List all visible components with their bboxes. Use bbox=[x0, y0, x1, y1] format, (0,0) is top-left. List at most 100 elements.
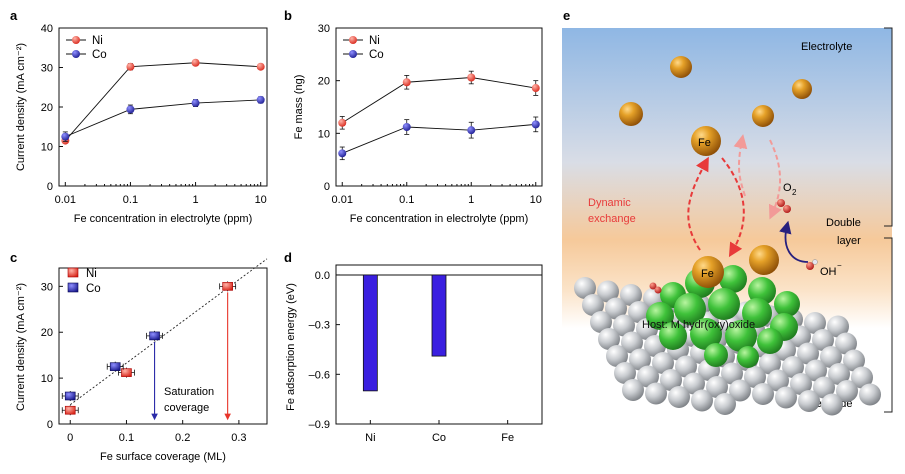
data-point-ni bbox=[338, 118, 347, 127]
chart-c-annotation-line2: coverage bbox=[164, 402, 209, 414]
y-tick-label: –0.9 bbox=[309, 419, 330, 431]
chart-c-y-ticks: 0 10 20 30 bbox=[41, 281, 63, 431]
electrode-atom bbox=[605, 297, 627, 320]
electrode-atom bbox=[752, 383, 774, 405]
y-tick-label: 20 bbox=[41, 102, 53, 114]
exchange-label: exchange bbox=[588, 213, 636, 225]
series-line-co bbox=[342, 123, 536, 154]
panel-label-c: c bbox=[10, 250, 17, 265]
chart-a-series bbox=[61, 58, 265, 145]
data-point-ni bbox=[531, 84, 540, 93]
chart-a: 0 10 20 30 40 0.01 0.1 1 10 Fe concentration in… bbox=[15, 23, 268, 225]
oh-superscript: − bbox=[837, 261, 842, 270]
series-line-ni bbox=[64, 62, 261, 141]
bar-co bbox=[431, 274, 447, 357]
electrode-atom bbox=[797, 342, 819, 365]
y-tick-label: 10 bbox=[318, 128, 330, 140]
electrode-atom bbox=[827, 315, 849, 338]
chart-b-frame bbox=[335, 27, 543, 187]
x-tick-label: 0.01 bbox=[332, 194, 353, 206]
electrode-atom bbox=[675, 355, 697, 378]
electrode-atom bbox=[812, 329, 834, 351]
electrode-atom bbox=[629, 348, 651, 371]
y-tick-label: –0.3 bbox=[309, 320, 330, 332]
electrode-atom bbox=[620, 284, 642, 306]
x-tick-label: 0.1 bbox=[399, 194, 414, 206]
x-tick-label: 1 bbox=[468, 194, 474, 206]
chart-a-ylabel: Current density (mA cm⁻²) bbox=[15, 43, 27, 171]
chart-c-fit-line bbox=[69, 258, 268, 406]
electrode-atom bbox=[744, 366, 766, 388]
legend-ni-marker bbox=[349, 36, 357, 44]
data-point-co bbox=[64, 391, 76, 401]
data-point-co bbox=[256, 95, 265, 104]
electrode-atom bbox=[683, 372, 705, 395]
x-tick-label: Ni bbox=[365, 432, 375, 444]
electrode-atom bbox=[804, 312, 826, 334]
data-point-ni bbox=[191, 58, 200, 67]
electrode-atom bbox=[574, 277, 596, 299]
electrode-atom bbox=[859, 383, 881, 406]
chart-c-legend-co: Co bbox=[86, 283, 101, 295]
fe-ion-label: Fe bbox=[698, 137, 711, 149]
hydroxide-o-atom bbox=[806, 262, 814, 270]
electrode-atom bbox=[606, 345, 628, 367]
exchange-arrow-up bbox=[687, 156, 709, 251]
chart-a-x-ticks: 0.01 0.1 1 10 bbox=[55, 182, 267, 206]
electrode-atom bbox=[775, 386, 797, 409]
y-tick-label: 10 bbox=[41, 373, 53, 385]
electrolyte-label: Electrolyte bbox=[801, 41, 852, 53]
chart-a-y-ticks: 0 10 20 30 40 bbox=[41, 23, 63, 193]
panel-label-e: e bbox=[563, 8, 570, 23]
bar-ni bbox=[362, 274, 378, 392]
chart-c-x-ticks: 0 0.1 0.2 0.3 bbox=[67, 420, 247, 444]
x-tick-label: Co bbox=[432, 432, 446, 444]
electrode-bracket bbox=[884, 237, 893, 413]
y-tick-label: 30 bbox=[318, 23, 330, 35]
data-point-co bbox=[109, 362, 121, 371]
oh-label: OH bbox=[820, 266, 837, 278]
electrode-atom bbox=[835, 332, 857, 355]
y-tick-label: 0.0 bbox=[315, 270, 330, 282]
x-tick-label: 0.2 bbox=[175, 432, 190, 444]
y-tick-label: 10 bbox=[41, 142, 53, 154]
oh-to-o2-arrow bbox=[779, 220, 809, 263]
double-layer-label-2: layer bbox=[837, 235, 861, 247]
legend-co-marker bbox=[67, 282, 79, 293]
y-tick-label: 0 bbox=[324, 181, 330, 193]
electrode-atom bbox=[836, 380, 858, 402]
electrode-atom bbox=[851, 366, 873, 389]
data-point-co bbox=[338, 149, 347, 158]
schematic: Electrolyte Double layer Electrode Fe Dy… bbox=[562, 27, 893, 416]
series-line-co bbox=[65, 99, 261, 138]
dynamic-label: Dynamic bbox=[588, 197, 631, 209]
electrode-atom bbox=[652, 352, 674, 374]
panel-label-d: d bbox=[284, 250, 292, 265]
electrode-atom bbox=[798, 390, 820, 412]
chart-c-legend: Ni Co bbox=[67, 267, 101, 295]
y-tick-label: 0 bbox=[47, 181, 53, 193]
chart-a-frame bbox=[58, 27, 268, 187]
electrode-atom bbox=[813, 376, 835, 399]
host-label: Host: M hydr(oxy)oxide bbox=[642, 319, 755, 331]
electrode-atom bbox=[721, 362, 743, 385]
adsorbed-fe-label: Fe bbox=[701, 268, 714, 280]
fe-ion bbox=[792, 79, 812, 99]
panel-label-a: a bbox=[10, 8, 18, 23]
y-tick-label: 0 bbox=[47, 419, 53, 431]
chart-b: 0 10 20 30 0.01 0.1 1 10 Fe concentration in e… bbox=[293, 23, 543, 225]
data-point-co bbox=[149, 331, 160, 341]
chart-d-y-ticks: 0.0 –0.3 –0.6 –0.9 bbox=[309, 270, 340, 431]
hydroxide-h-atom bbox=[812, 259, 818, 265]
chart-a-legend: Ni Co bbox=[66, 35, 107, 61]
legend-co-marker bbox=[72, 50, 80, 58]
host-cluster bbox=[646, 265, 800, 368]
x-tick-label: 10 bbox=[255, 194, 267, 206]
electrode-atom bbox=[622, 379, 644, 401]
exchange-arrow-light-up bbox=[733, 134, 748, 197]
fe-ion bbox=[619, 102, 643, 126]
electrode-atom bbox=[706, 376, 728, 398]
double-layer-bracket bbox=[884, 27, 893, 227]
electrode-atom bbox=[821, 393, 843, 416]
data-point-co bbox=[126, 105, 135, 114]
